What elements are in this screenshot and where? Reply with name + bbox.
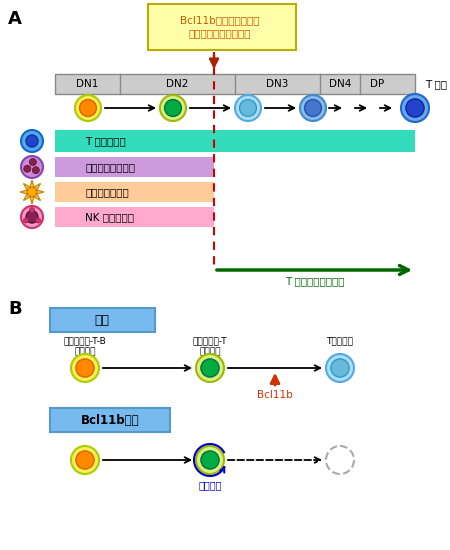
Text: 正常: 正常 bbox=[94, 314, 109, 327]
Text: DN1: DN1 bbox=[76, 79, 99, 89]
FancyBboxPatch shape bbox=[50, 308, 155, 332]
Bar bbox=[55, 74, 415, 94]
Circle shape bbox=[71, 354, 99, 382]
Text: DN2: DN2 bbox=[166, 79, 189, 89]
Circle shape bbox=[29, 158, 36, 166]
Circle shape bbox=[406, 99, 424, 117]
Circle shape bbox=[300, 95, 326, 121]
Text: Bcl11b欠損: Bcl11b欠損 bbox=[81, 414, 140, 426]
Text: T 細胞分化能: T 細胞分化能 bbox=[85, 136, 126, 146]
Text: A: A bbox=[8, 10, 22, 28]
Text: T前駆細胞: T前駆細胞 bbox=[327, 336, 353, 345]
Circle shape bbox=[21, 206, 43, 228]
Circle shape bbox=[305, 100, 321, 117]
Bar bbox=[55, 207, 214, 227]
Circle shape bbox=[326, 354, 354, 382]
Circle shape bbox=[32, 167, 39, 174]
Circle shape bbox=[24, 165, 31, 172]
Circle shape bbox=[401, 94, 429, 122]
Circle shape bbox=[239, 100, 256, 117]
Circle shape bbox=[71, 446, 99, 474]
Bar bbox=[55, 157, 214, 177]
Circle shape bbox=[30, 207, 35, 212]
Circle shape bbox=[76, 451, 94, 469]
FancyBboxPatch shape bbox=[148, 4, 296, 50]
Circle shape bbox=[21, 130, 43, 152]
Circle shape bbox=[201, 359, 219, 377]
Circle shape bbox=[201, 451, 219, 469]
Circle shape bbox=[160, 95, 186, 121]
Text: T 細胞: T 細胞 bbox=[425, 79, 447, 89]
Circle shape bbox=[326, 446, 354, 474]
Text: DN3: DN3 bbox=[266, 79, 289, 89]
Circle shape bbox=[21, 156, 43, 178]
Circle shape bbox=[36, 218, 40, 223]
Circle shape bbox=[26, 211, 38, 223]
Text: Bcl11b: Bcl11b bbox=[257, 390, 293, 400]
Circle shape bbox=[196, 446, 224, 474]
Circle shape bbox=[165, 100, 181, 117]
Text: 自己複製: 自己複製 bbox=[198, 480, 222, 490]
FancyBboxPatch shape bbox=[50, 408, 170, 432]
Text: 樹状細胞分化能: 樹状細胞分化能 bbox=[85, 187, 129, 197]
Circle shape bbox=[23, 218, 28, 223]
Text: ミエロイド分化能: ミエロイド分化能 bbox=[85, 162, 135, 172]
Circle shape bbox=[80, 100, 96, 117]
Text: B: B bbox=[8, 300, 22, 318]
Text: T 系列への完全決定: T 系列への完全決定 bbox=[285, 276, 344, 286]
Circle shape bbox=[76, 359, 94, 377]
Circle shape bbox=[196, 354, 224, 382]
Text: ミエロイド-T
前駆細胞: ミエロイド-T 前駆細胞 bbox=[193, 336, 227, 356]
Bar bbox=[55, 182, 214, 202]
Circle shape bbox=[235, 95, 261, 121]
Text: DN4: DN4 bbox=[329, 79, 351, 89]
Text: ミエロイド-T-B
前駆細胞: ミエロイド-T-B 前駆細胞 bbox=[63, 336, 106, 356]
Polygon shape bbox=[20, 180, 44, 204]
Bar bbox=[55, 130, 415, 152]
Text: DP: DP bbox=[370, 79, 385, 89]
Text: Bcl11bによって駆動さ
れるチェックポイント: Bcl11bによって駆動さ れるチェックポイント bbox=[180, 15, 260, 39]
Circle shape bbox=[331, 359, 349, 377]
Text: NK 細胞分化能: NK 細胞分化能 bbox=[85, 212, 134, 222]
Circle shape bbox=[27, 187, 37, 197]
Circle shape bbox=[75, 95, 101, 121]
Circle shape bbox=[26, 135, 38, 147]
